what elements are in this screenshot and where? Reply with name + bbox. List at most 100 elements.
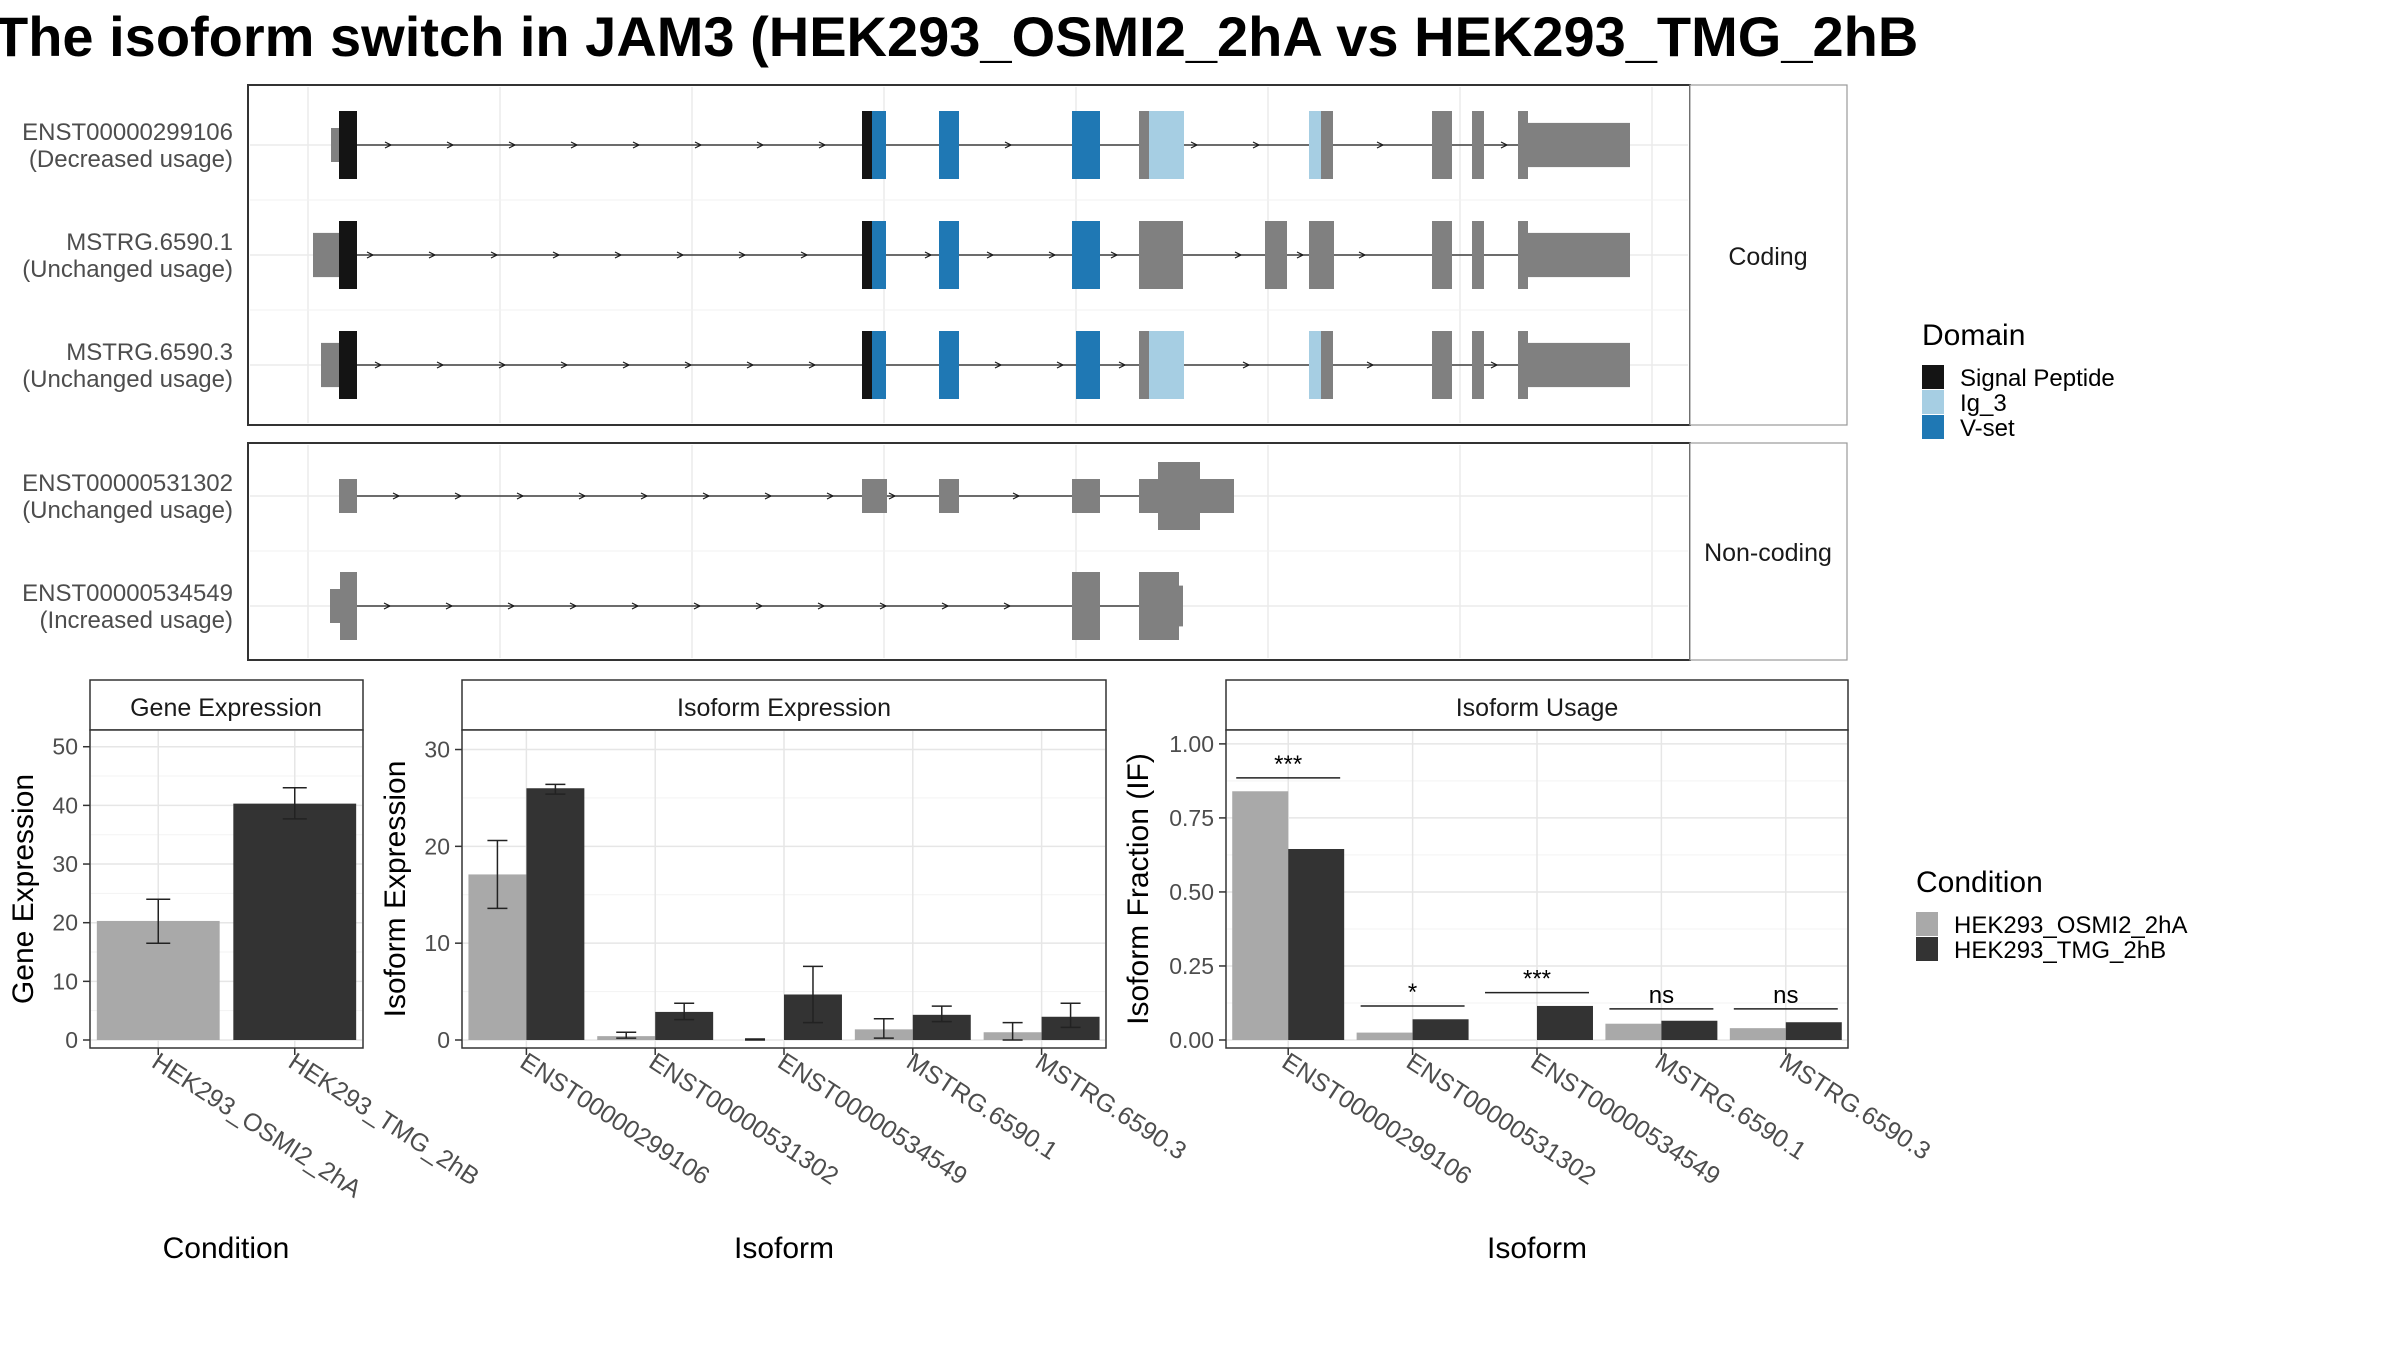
legend-label-condition-b: HEK293_TMG_2hB bbox=[1954, 937, 2166, 964]
gene-expression-panel: Gene Expression 01020304050HEK293_OSMI2_… bbox=[7, 679, 484, 1265]
intron-direction-arrow bbox=[508, 141, 517, 149]
legend-label-signal-peptide: Signal Peptide bbox=[1960, 365, 2115, 392]
intron-direction-arrow bbox=[560, 361, 569, 369]
intron-direction-arrow bbox=[1500, 141, 1509, 149]
intron-direction-arrow bbox=[570, 141, 579, 149]
transcript-label-id: ENST00000534549 bbox=[22, 580, 233, 607]
intron-direction-arrow bbox=[808, 361, 817, 369]
intron-direction-arrow bbox=[1012, 492, 1021, 500]
figure-title: The isoform switch in JAM3 (HEK293_OSMI2… bbox=[0, 5, 1918, 68]
domain-block-v-set bbox=[1072, 221, 1100, 289]
gene-expression-ylabel: Gene Expression bbox=[7, 774, 40, 1004]
intron-direction-arrow bbox=[374, 361, 383, 369]
intron-direction-arrow bbox=[941, 602, 950, 610]
transcript-label-id: ENST00000531302 bbox=[22, 470, 233, 497]
intron-direction-arrow bbox=[516, 492, 525, 500]
gene-expression-xlabel: Condition bbox=[163, 1232, 290, 1265]
intron-direction-arrow bbox=[445, 602, 454, 610]
gene-expression-strip bbox=[89, 679, 364, 731]
intron-direction-arrow bbox=[384, 141, 393, 149]
intron-direction-arrow bbox=[756, 141, 765, 149]
bar bbox=[1288, 849, 1345, 1040]
bar bbox=[1729, 1028, 1786, 1040]
exon-block bbox=[1072, 479, 1100, 513]
bar bbox=[1661, 1020, 1718, 1040]
intron-direction-arrow bbox=[879, 602, 888, 610]
intron-direction-arrow bbox=[1366, 361, 1375, 369]
y-tick-label: 20 bbox=[52, 910, 78, 936]
intron-direction-arrow bbox=[622, 361, 631, 369]
bar bbox=[1232, 791, 1289, 1040]
intron-direction-arrow bbox=[702, 492, 711, 500]
domain-block-v-set bbox=[872, 221, 886, 289]
exon-block bbox=[1518, 221, 1528, 289]
exon-block bbox=[1321, 331, 1333, 399]
y-tick-label: 10 bbox=[424, 930, 450, 956]
isoform-usage-xlabel: Isoform bbox=[1487, 1232, 1587, 1265]
intron-direction-arrow bbox=[738, 251, 747, 259]
domain-block-ig-3 bbox=[1149, 111, 1184, 179]
transcript-label-id: ENST00000299106 bbox=[22, 119, 233, 146]
intron-direction-arrow bbox=[1056, 361, 1065, 369]
intron-direction-arrow bbox=[614, 251, 623, 259]
domain-block-signal-peptide bbox=[862, 221, 872, 289]
exon-block bbox=[1472, 111, 1484, 179]
exon-block bbox=[1139, 331, 1149, 399]
legend-label-ig3: Ig_3 bbox=[1960, 390, 2007, 417]
isoform-usage-strip bbox=[1225, 679, 1849, 731]
exon-block bbox=[939, 479, 959, 513]
intron-direction-arrow bbox=[1490, 361, 1499, 369]
intron-direction-arrow bbox=[800, 251, 809, 259]
bar bbox=[526, 788, 585, 1040]
exon-block bbox=[1528, 232, 1630, 278]
domain-block-signal-peptide bbox=[339, 111, 357, 179]
intron-direction-arrow bbox=[383, 602, 392, 610]
legend-label-vset: V-set bbox=[1960, 415, 2015, 442]
domain-block-ig-3 bbox=[1309, 111, 1321, 179]
exon-block bbox=[862, 479, 887, 513]
intron-direction-arrow bbox=[1376, 141, 1385, 149]
y-tick-label: 50 bbox=[52, 734, 78, 760]
intron-direction-arrow bbox=[676, 251, 685, 259]
intron-direction-arrow bbox=[1003, 602, 1012, 610]
intron-direction-arrow bbox=[818, 141, 827, 149]
intron-direction-arrow bbox=[1190, 141, 1199, 149]
y-tick-label: 0.50 bbox=[1169, 879, 1214, 905]
isoform-usage-panel: Isoform Usage 0.000.250.500.751.00ENST00… bbox=[1122, 679, 1935, 1265]
transcript-label-id: MSTRG.6590.1 bbox=[66, 229, 233, 256]
intron-direction-arrow bbox=[1004, 141, 1013, 149]
intron-direction-arrow bbox=[632, 141, 641, 149]
exon-block bbox=[1139, 221, 1183, 289]
y-tick-label: 0.25 bbox=[1169, 953, 1214, 979]
y-tick-label: 0 bbox=[437, 1027, 450, 1053]
intron-direction-arrow bbox=[986, 251, 995, 259]
significance-label: ns bbox=[1649, 982, 1674, 1009]
noncoding-strip bbox=[1689, 442, 1848, 661]
intron-direction-arrow bbox=[746, 361, 755, 369]
exon-block bbox=[1432, 111, 1452, 179]
domain-block-v-set bbox=[872, 331, 886, 399]
bar bbox=[1785, 1022, 1842, 1040]
y-tick-label: 20 bbox=[424, 833, 450, 859]
condition-legend: Condition HEK293_OSMI2_2hA HEK293_TMG_2h… bbox=[1916, 866, 2187, 964]
gene-expression-title: Gene Expression bbox=[130, 694, 322, 722]
domain-block-signal-peptide bbox=[339, 221, 357, 289]
intron-direction-arrow bbox=[507, 602, 516, 610]
intron-direction-arrow bbox=[924, 251, 933, 259]
exon-block bbox=[1518, 111, 1528, 179]
y-tick-label: 1.00 bbox=[1169, 731, 1214, 757]
intron-direction-arrow bbox=[454, 492, 463, 500]
exon-block bbox=[1179, 585, 1183, 627]
exon-block bbox=[1072, 572, 1100, 640]
exon-block bbox=[1139, 111, 1149, 179]
exon-block bbox=[321, 342, 339, 388]
intron-direction-arrow bbox=[817, 602, 826, 610]
exon-block bbox=[1472, 331, 1484, 399]
intron-direction-arrow bbox=[1242, 361, 1251, 369]
transcript-label-id: MSTRG.6590.3 bbox=[66, 339, 233, 366]
intron-direction-arrow bbox=[392, 492, 401, 500]
intron-direction-arrow bbox=[888, 492, 897, 500]
exon-block bbox=[1309, 221, 1334, 289]
intron-direction-arrow bbox=[640, 492, 649, 500]
